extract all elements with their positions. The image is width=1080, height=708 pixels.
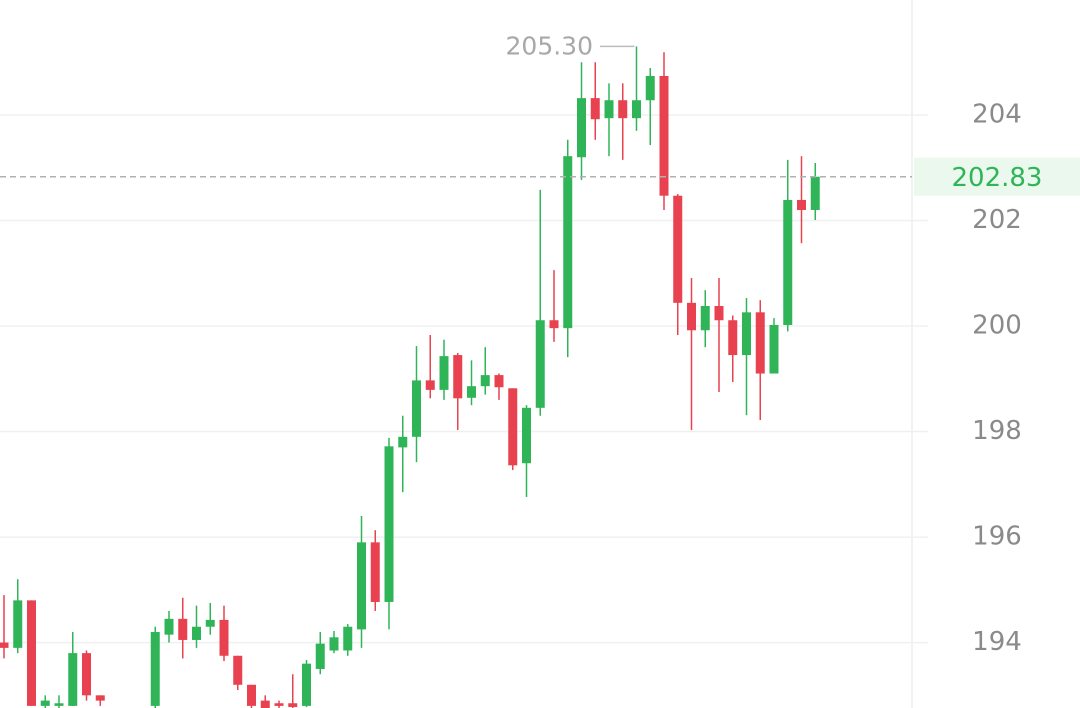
y-tick-label: 202	[972, 205, 1022, 235]
candle-body	[508, 388, 518, 466]
candle-body	[645, 75, 655, 101]
candle-body	[82, 653, 91, 696]
candle-body	[480, 375, 490, 387]
candle-body	[357, 542, 366, 630]
last-price-label: 202.83	[952, 163, 1043, 193]
candle-body	[549, 320, 559, 329]
candle-body	[54, 703, 64, 706]
candle-body	[425, 380, 435, 390]
candle-body	[164, 618, 174, 635]
candle-body	[288, 703, 298, 707]
candle-body	[40, 700, 50, 706]
last-price-tag	[914, 157, 1080, 196]
candle-body	[150, 632, 160, 706]
candle-body	[412, 380, 421, 437]
candle-body	[590, 98, 600, 120]
candle-body	[577, 98, 586, 158]
candle-body	[755, 312, 765, 374]
candle-body	[467, 386, 476, 398]
candle-body	[522, 407, 531, 464]
candle-body	[659, 75, 669, 196]
y-tick-label: 200	[972, 311, 1022, 341]
candle-body	[742, 312, 751, 356]
candle-body	[247, 684, 256, 706]
high-label: 205.30	[506, 31, 593, 60]
y-tick-label: 198	[972, 416, 1022, 446]
candle-body	[728, 320, 738, 356]
candle-body	[439, 356, 449, 390]
candle-body	[563, 156, 573, 329]
candle-body	[233, 655, 243, 685]
candle-body	[783, 199, 793, 325]
candle-body	[274, 703, 284, 706]
candle-body	[13, 600, 23, 648]
candle-body	[329, 637, 339, 651]
candle-body	[494, 375, 504, 388]
candle-body	[178, 618, 188, 640]
y-tick-label: 194	[972, 627, 1022, 657]
candle-body	[27, 600, 36, 706]
candle-body	[95, 695, 105, 701]
candle-body	[673, 195, 683, 303]
candle-body	[810, 176, 820, 210]
candle-body	[632, 100, 641, 119]
candle-body	[260, 700, 270, 708]
candle-body	[315, 643, 325, 669]
candle-body	[192, 626, 201, 640]
candle-body	[343, 626, 353, 651]
candle-body	[604, 100, 614, 119]
candle-body	[769, 324, 779, 374]
candle-body	[205, 619, 215, 627]
candle-body	[535, 320, 545, 408]
candle-body	[714, 305, 724, 321]
candle-body	[0, 642, 9, 648]
y-tick-label: 204	[972, 100, 1022, 130]
candle-body	[302, 663, 311, 706]
candle-body	[618, 100, 628, 119]
candle-body	[797, 199, 806, 210]
candle-body	[370, 542, 380, 602]
candle-body	[398, 436, 408, 448]
candle-body	[68, 653, 78, 706]
candle-body	[219, 619, 229, 656]
candle-body	[700, 305, 710, 331]
y-tick-label: 196	[972, 522, 1022, 552]
candle-body	[687, 302, 696, 331]
candle-body	[384, 446, 394, 602]
candle-body	[453, 355, 463, 399]
